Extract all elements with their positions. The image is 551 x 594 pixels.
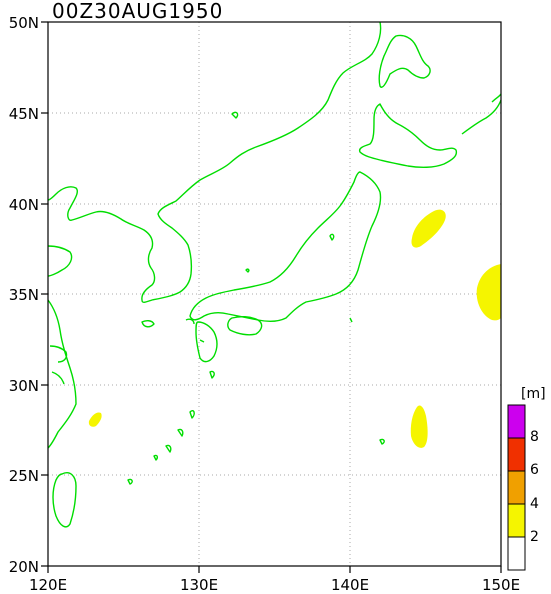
coast-kyushu xyxy=(195,321,218,363)
coast-china-lower xyxy=(47,245,73,277)
coast-shikoku xyxy=(227,315,263,336)
grid-lines xyxy=(48,22,501,566)
colorbar-unit: [m] xyxy=(521,386,546,402)
coast-mainland xyxy=(47,21,382,303)
shaded-region-3 xyxy=(410,405,428,448)
coastlines xyxy=(47,21,502,528)
shaded-regions xyxy=(88,209,501,448)
coast-honshu xyxy=(189,171,382,323)
x-tick-label-130e: 130E xyxy=(180,576,218,594)
shaded-region-2 xyxy=(476,264,501,321)
map-title: 00Z30AUG1950 xyxy=(52,0,223,23)
shaded-region-1 xyxy=(411,209,446,248)
y-tick-label-50n: 50N xyxy=(9,14,39,32)
x-tick-label-140e: 140E xyxy=(331,576,369,594)
colorbar-label-4: 4 xyxy=(530,496,539,512)
y-tick-label-35n: 35N xyxy=(9,286,39,304)
x-tick-label-120e: 120E xyxy=(29,576,67,594)
colorbar: [m] 2 4 6 8 xyxy=(507,386,546,571)
coast-taiwan xyxy=(52,472,77,528)
coast-sakhalin xyxy=(378,34,431,88)
y-tick-label-20n: 20N xyxy=(9,558,39,576)
tick-marks xyxy=(41,21,502,573)
colorbar-label-6: 6 xyxy=(530,462,539,478)
x-tick-label-150e: 150E xyxy=(482,576,520,594)
colorbar-box-6-8 xyxy=(507,437,526,472)
colorbar-box-8-10 xyxy=(507,404,526,439)
colorbar-boxes xyxy=(507,404,526,571)
colorbar-label-2: 2 xyxy=(530,529,539,545)
map-frame xyxy=(47,21,502,567)
colorbar-label-8: 8 xyxy=(530,429,539,445)
colorbar-box-2-4 xyxy=(507,503,526,538)
y-tick-label-30n: 30N xyxy=(9,377,39,395)
y-tick-label-45n: 45N xyxy=(9,105,39,123)
colorbar-box-0-2 xyxy=(507,536,526,571)
coast-hokkaido xyxy=(358,103,458,169)
colorbar-box-4-6 xyxy=(507,470,526,505)
shaded-region-4 xyxy=(88,412,102,427)
coast-china-south xyxy=(47,299,77,449)
y-tick-label-25n: 25N xyxy=(9,467,39,485)
y-tick-label-40n: 40N xyxy=(9,196,39,214)
